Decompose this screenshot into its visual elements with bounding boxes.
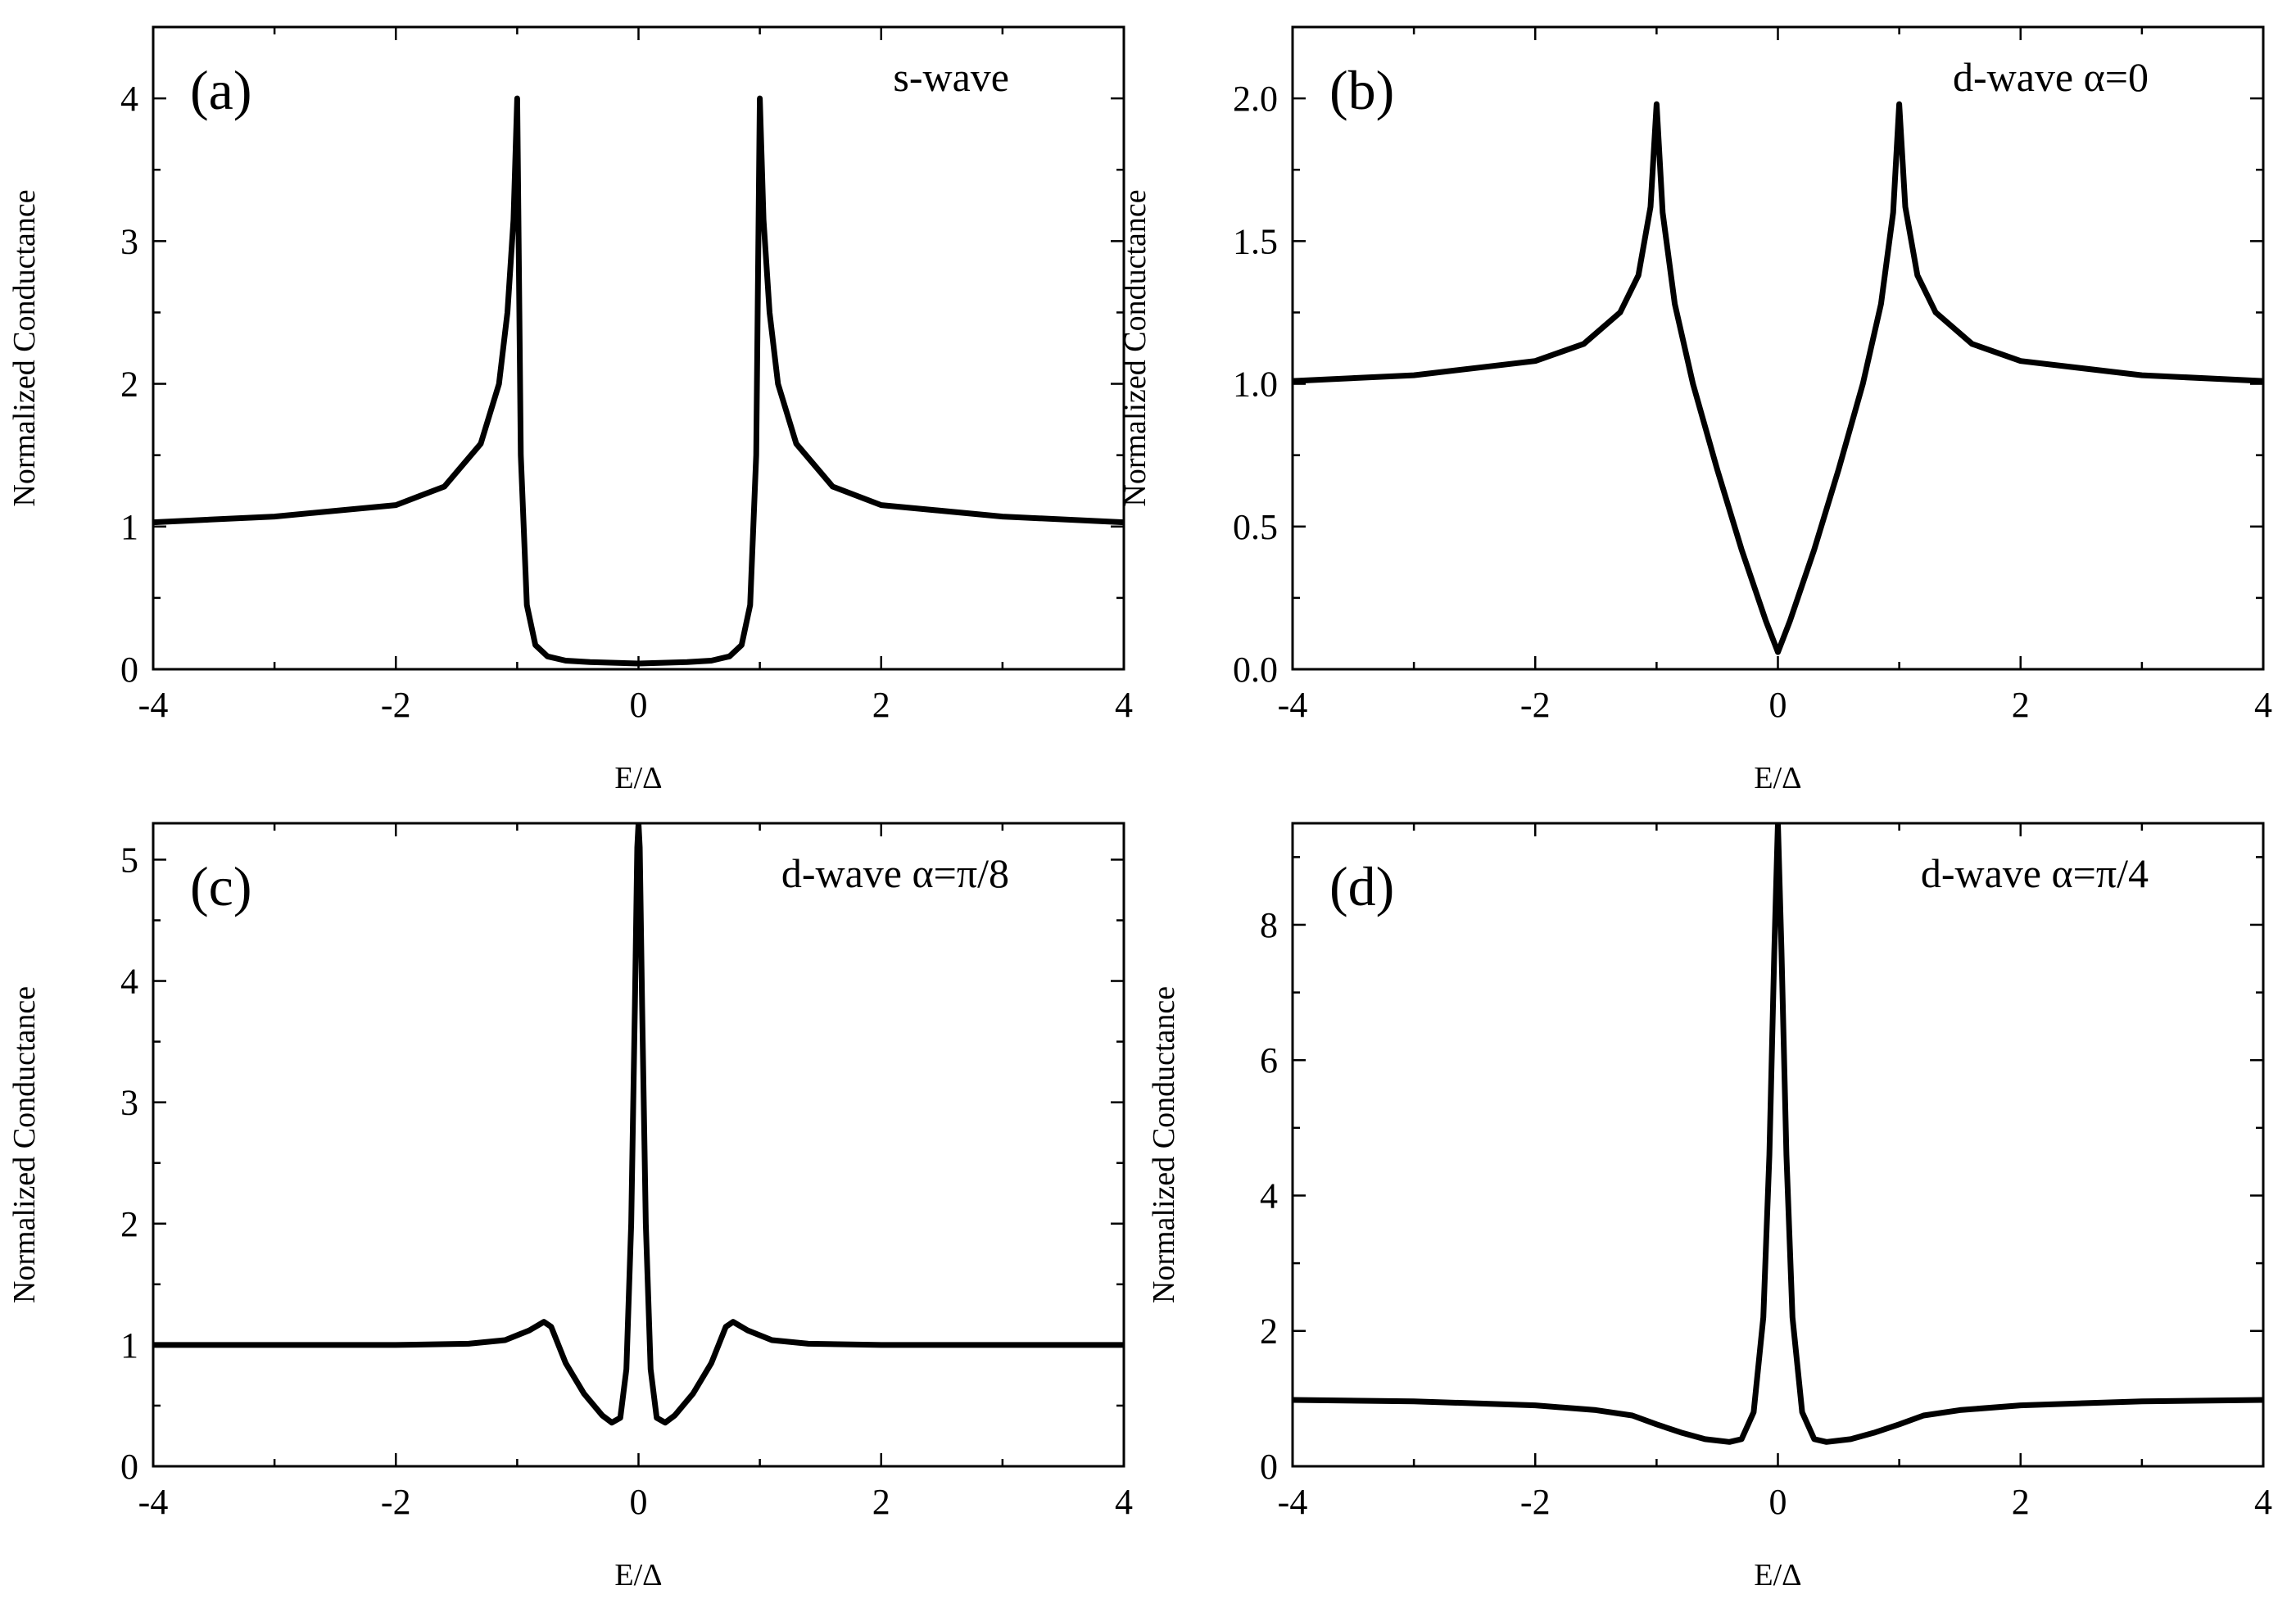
y-tick-label: 1.0 xyxy=(1233,365,1278,405)
plot-frame xyxy=(1291,25,2265,671)
y-tick-label: 6 xyxy=(1260,1040,1278,1080)
panel-annotation: d-wave α=0 xyxy=(1953,54,2149,100)
y-tick-label: 5 xyxy=(120,840,138,880)
x-axis-title: E/Δ xyxy=(1754,1558,1801,1592)
series-line xyxy=(153,95,1124,667)
y-axis-title: Normalized Conductance xyxy=(1147,986,1181,1303)
x-tick-label: -2 xyxy=(1520,685,1551,725)
x-tick-label: 4 xyxy=(1115,1482,1133,1522)
y-axis-title: Normalized Conductance xyxy=(1118,189,1153,506)
panel-annotation: s-wave xyxy=(893,54,1009,100)
y-tick-label: 0.5 xyxy=(1233,507,1278,547)
x-tick-label: 4 xyxy=(1115,685,1133,725)
panel-a: -4 -2 0 2 4 0 1 2 3 4 E/Δ Normalized Conductance (a)… xyxy=(7,25,1133,795)
x-tick-label: 0 xyxy=(1769,685,1787,725)
y-tick-label: 2.0 xyxy=(1233,79,1278,119)
y-tick-label: 1 xyxy=(120,507,138,547)
panel-label: (b) xyxy=(1329,59,1394,121)
series-line xyxy=(1293,823,2263,1445)
x-tick-label: -2 xyxy=(1520,1482,1551,1522)
x-tick-label: -2 xyxy=(381,685,411,725)
panel-annotation: d-wave α=π/4 xyxy=(1921,850,2149,896)
x-tick-label: 0 xyxy=(1769,1482,1787,1522)
y-tick-label: 4 xyxy=(120,79,138,119)
y-axis-title: Normalized Conductance xyxy=(7,189,42,506)
x-tick-label: -4 xyxy=(138,685,169,725)
x-axis-title: E/Δ xyxy=(1754,761,1801,795)
panel-b: -4 -2 0 2 4 0.0 0.5 1.0 1.5 2.0 E/Δ Normalized Cond… xyxy=(1118,25,2272,795)
y-tick-label: 3 xyxy=(120,221,138,261)
x-tick-label: 2 xyxy=(872,685,890,725)
y-tick-label: 0 xyxy=(1260,1447,1278,1487)
y-tick-label: 2 xyxy=(1260,1311,1278,1352)
plot-frame xyxy=(152,25,1125,671)
y-axis-title: Normalized Conductance xyxy=(7,986,42,1303)
x-tick-label: -4 xyxy=(1278,1482,1308,1522)
panel-label: (d) xyxy=(1329,855,1394,917)
y-tick-label: 0 xyxy=(120,650,138,690)
x-tick-label: -4 xyxy=(1278,685,1308,725)
y-tick-label: 0 xyxy=(120,1447,138,1487)
x-tick-label: -4 xyxy=(138,1482,169,1522)
panel-c: -4 -2 0 2 4 0 1 2 3 4 5 E/Δ Normalized Conductance (c… xyxy=(7,822,1133,1592)
series-line xyxy=(153,823,1124,1426)
x-tick-label: 2 xyxy=(872,1482,890,1522)
y-tick-label: 1 xyxy=(120,1325,138,1366)
y-tick-label: 0.0 xyxy=(1233,650,1278,690)
y-tick-label: 4 xyxy=(1260,1175,1278,1216)
y-tick-label: 2 xyxy=(120,365,138,405)
x-axis-title: E/Δ xyxy=(614,761,662,795)
panel-annotation: d-wave α=π/8 xyxy=(781,850,1009,896)
panel-d: -4 -2 0 2 4 0 2 4 6 8 E/Δ Normalized Conductance (d)… xyxy=(1147,822,2272,1592)
x-tick-label: 0 xyxy=(630,685,648,725)
x-tick-label: 4 xyxy=(2254,1482,2272,1522)
y-tick-label: 2 xyxy=(120,1204,138,1244)
x-tick-label: 4 xyxy=(2254,685,2272,725)
series-line xyxy=(1293,101,2263,655)
y-tick-label: 3 xyxy=(120,1083,138,1123)
x-axis-title: E/Δ xyxy=(614,1558,662,1592)
y-tick-label: 1.5 xyxy=(1233,221,1278,261)
x-tick-label: 2 xyxy=(2012,1482,2030,1522)
panel-label: (a) xyxy=(190,59,251,121)
y-tick-label: 8 xyxy=(1260,905,1278,945)
y-tick-label: 4 xyxy=(120,962,138,1002)
panel-label: (c) xyxy=(190,855,251,917)
x-tick-label: 2 xyxy=(2012,685,2030,725)
x-tick-label: -2 xyxy=(381,1482,411,1522)
x-tick-label: 0 xyxy=(630,1482,648,1522)
